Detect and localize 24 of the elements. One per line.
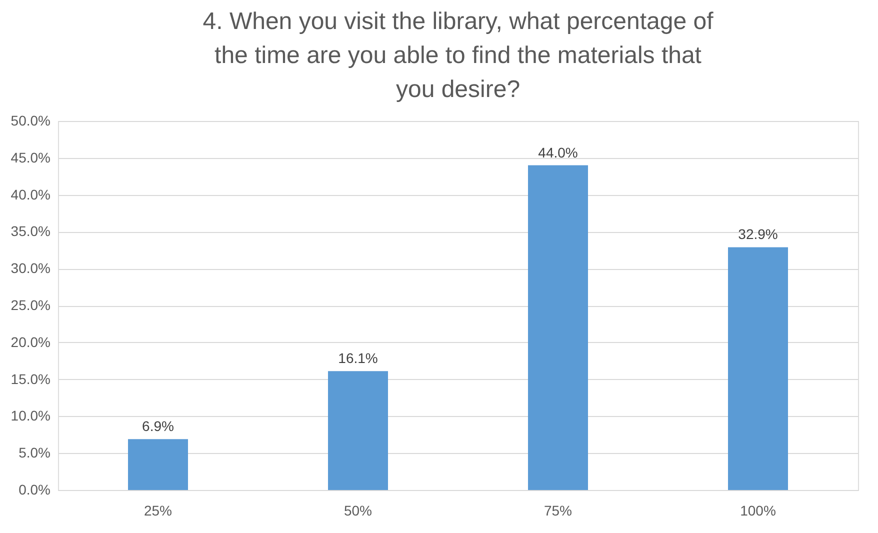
y-tick-label: 45.0% xyxy=(10,149,50,166)
bar xyxy=(128,439,188,490)
data-label: 44.0% xyxy=(538,144,578,160)
y-tick-label: 35.0% xyxy=(10,223,50,240)
y-tick-label: 50.0% xyxy=(10,112,50,128)
y-tick-label: 30.0% xyxy=(10,260,50,276)
data-label: 16.1% xyxy=(338,350,378,366)
bar xyxy=(728,247,788,490)
bar xyxy=(328,371,388,490)
x-tick-label: 50% xyxy=(344,502,372,518)
data-label: 32.9% xyxy=(738,226,778,242)
y-tick-label: 15.0% xyxy=(10,370,50,387)
y-tick-label: 25.0% xyxy=(10,297,50,313)
x-tick-label: 75% xyxy=(544,502,572,518)
bar xyxy=(528,165,588,490)
y-tick-label: 10.0% xyxy=(10,408,50,424)
x-tick-label: 100% xyxy=(740,502,776,518)
y-tick-label: 0.0% xyxy=(18,482,50,498)
y-tick-label: 40.0% xyxy=(10,186,50,202)
y-tick-label: 5.0% xyxy=(18,444,50,461)
data-label: 6.9% xyxy=(142,418,174,434)
chart-title: 4. When you visit the library, what percentage of the time are you able to find the materials that you desire? xyxy=(202,8,714,103)
y-tick-label: 20.0% xyxy=(10,334,50,350)
x-tick-label: 25% xyxy=(144,502,172,518)
